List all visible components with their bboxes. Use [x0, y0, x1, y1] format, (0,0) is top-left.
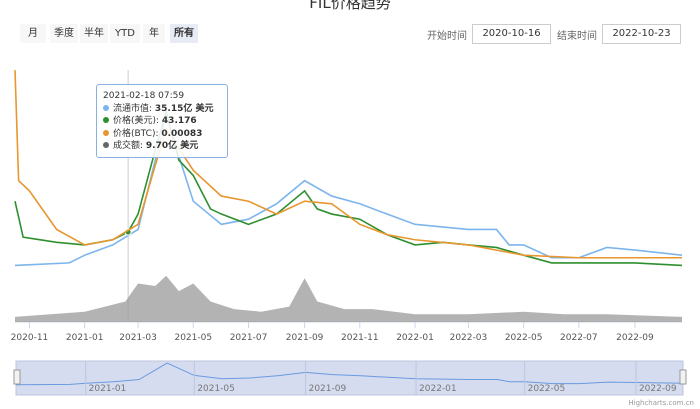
navigator-tick-label: 2021-01: [89, 384, 127, 394]
tooltip-value: 35.15亿 美元: [154, 103, 214, 114]
navigator-tick-label: 2021-05: [197, 384, 235, 394]
navigator: [15, 360, 684, 396]
volume-area: [15, 275, 682, 322]
end-label: 结束时间: [557, 31, 597, 42]
range-button-3[interactable]: YTD: [110, 24, 140, 43]
tooltip-row: 流通市值: 35.15亿 美元: [103, 103, 221, 116]
x-tick-label: 2021-11: [341, 333, 379, 343]
series-dot-icon: [103, 117, 109, 123]
start-date-input[interactable]: 2020-10-16: [472, 24, 551, 44]
start-label: 开始时间: [427, 31, 467, 42]
navigator-tick-label: 2022-01: [419, 384, 457, 394]
range-button-2[interactable]: 半年: [80, 24, 108, 43]
tooltip-value: 43.176: [161, 116, 197, 126]
navigator-handle-left[interactable]: [13, 369, 21, 385]
tooltip-label: 价格(BTC):: [113, 128, 162, 139]
tooltip-row: 成交额: 9.70亿 美元: [103, 140, 221, 153]
x-tick-label: 2022-07: [560, 333, 598, 343]
x-tick-label: 2021-01: [66, 333, 104, 343]
tooltip-value: 0.00083: [161, 128, 203, 139]
range-button-5[interactable]: 所有: [170, 24, 198, 43]
x-tick-label: 2022-03: [450, 333, 488, 343]
navigator-series: [15, 362, 684, 386]
tooltip-value: 9.70亿 美元: [145, 141, 199, 151]
credit-link[interactable]: Highcharts.com.cn: [628, 399, 694, 407]
tooltip-label: 流通市值:: [113, 103, 155, 114]
x-tick-label: 2021-03: [119, 333, 157, 343]
series-dot-icon: [103, 104, 109, 111]
tooltip-label: 成交额:: [113, 141, 146, 151]
series-dot-icon: [103, 142, 109, 148]
x-tick-label: 2022-01: [396, 333, 434, 343]
x-tick-label: 2021-07: [230, 333, 268, 343]
range-button-0[interactable]: 月: [20, 24, 46, 43]
tooltip: 2021-02-18 07:59 流通市值: 35.15亿 美元 价格(美元): …: [96, 84, 228, 158]
series-dot-icon: [103, 129, 109, 136]
series-line-0: [14, 113, 683, 267]
chart-title: FIL价格趋势: [309, 0, 391, 12]
series-line-2: [14, 70, 682, 259]
x-tick-label: 2021-09: [286, 333, 324, 343]
x-tick-label: 2022-09: [616, 333, 654, 343]
x-tick-label: 2020-11: [11, 333, 49, 343]
range-button-1[interactable]: 季度: [50, 24, 78, 43]
tooltip-label: 价格(美元):: [113, 116, 162, 126]
tooltip-row: 价格(BTC): 0.00083: [103, 128, 221, 141]
navigator-tick-label: 2021-09: [309, 384, 347, 394]
range-button-4[interactable]: 年: [143, 24, 165, 43]
end-date-input[interactable]: 2022-10-23: [602, 24, 681, 44]
navigator-handle-right[interactable]: [679, 369, 687, 385]
x-tick-label: 2021-05: [174, 333, 212, 343]
navigator-tick-label: 2022-05: [528, 384, 566, 394]
x-tick-label: 2022-05: [505, 333, 543, 343]
navigator-tick-label: 2022-09: [639, 384, 677, 394]
tooltip-date: 2021-02-18 07:59: [103, 91, 185, 101]
tooltip-row: 价格(美元): 43.176: [103, 115, 221, 128]
